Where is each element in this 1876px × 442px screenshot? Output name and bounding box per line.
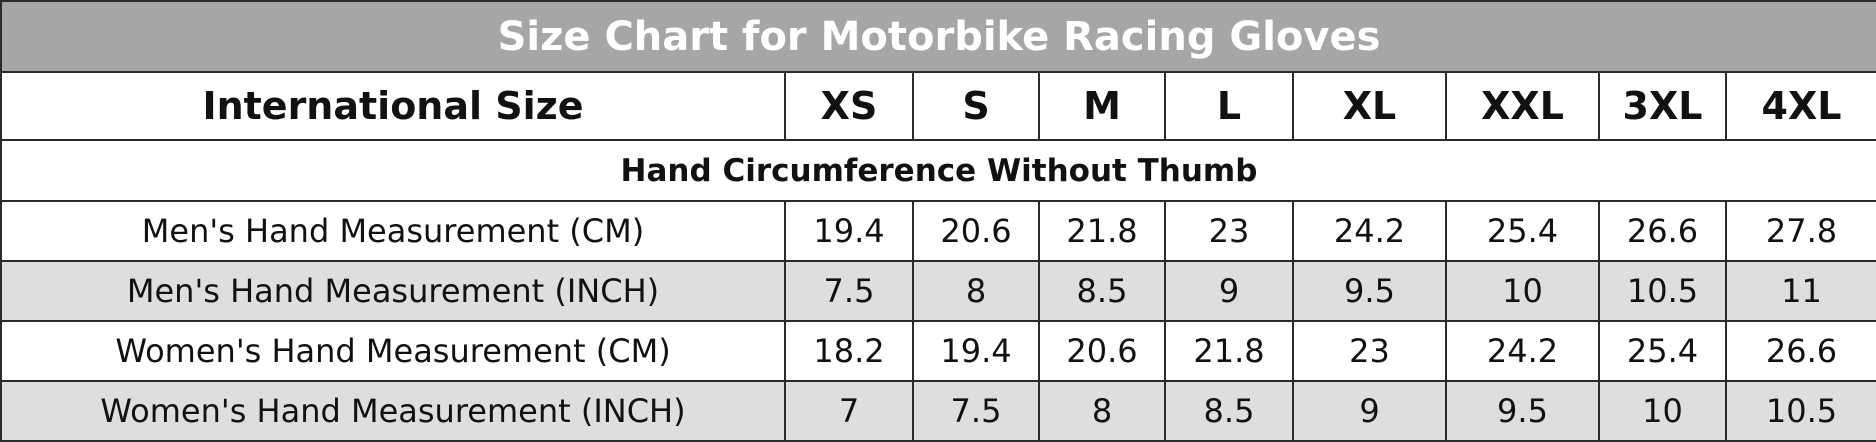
measurement-cell: 25.4	[1445, 200, 1600, 262]
size-header: 4XL	[1725, 71, 1876, 141]
measurement-cell: 8	[912, 260, 1040, 322]
measurement-cell: 24.2	[1445, 320, 1600, 382]
measurement-cell: 9	[1164, 260, 1294, 322]
section-row: Hand Circumference Without Thumb	[0, 139, 1876, 202]
size-header: M	[1038, 71, 1166, 141]
size-header: 3XL	[1598, 71, 1727, 141]
title-row: Size Chart for Motorbike Racing Gloves	[0, 0, 1876, 73]
measurement-cell: 8.5	[1038, 260, 1166, 322]
row-label: Men's Hand Measurement (INCH)	[0, 260, 786, 322]
measurement-cell: 18.2	[784, 320, 914, 382]
measurement-cell: 7.5	[912, 380, 1040, 442]
size-header: XL	[1292, 71, 1447, 141]
row-label: Men's Hand Measurement (CM)	[0, 200, 786, 262]
measurement-cell: 26.6	[1598, 200, 1727, 262]
header-label: International Size	[0, 71, 786, 141]
measurement-row: Women's Hand Measurement (CM) 18.2 19.4 20.…	[0, 320, 1876, 382]
measurement-cell: 24.2	[1292, 200, 1447, 262]
measurement-cell: 9	[1292, 380, 1447, 442]
size-header: S	[912, 71, 1040, 141]
row-label: Women's Hand Measurement (INCH)	[0, 380, 786, 442]
table-title: Size Chart for Motorbike Racing Gloves	[0, 0, 1876, 73]
measurement-cell: 23	[1292, 320, 1447, 382]
measurement-row: Men's Hand Measurement (CM) 19.4 20.6 21.8 2…	[0, 200, 1876, 262]
measurement-cell: 11	[1725, 260, 1876, 322]
measurement-cell: 27.8	[1725, 200, 1876, 262]
measurement-cell: 23	[1164, 200, 1294, 262]
measurement-cell: 10.5	[1598, 260, 1727, 322]
size-header: XS	[784, 71, 914, 141]
measurement-cell: 19.4	[784, 200, 914, 262]
size-header: XXL	[1445, 71, 1600, 141]
measurement-cell: 7.5	[784, 260, 914, 322]
measurement-cell: 21.8	[1164, 320, 1294, 382]
measurement-cell: 26.6	[1725, 320, 1876, 382]
header-row: International Size XS S M L XL XXL 3XL 4XL	[0, 71, 1876, 141]
measurement-cell: 8	[1038, 380, 1166, 442]
measurement-cell: 9.5	[1445, 380, 1600, 442]
measurement-cell: 7	[784, 380, 914, 442]
measurement-cell: 19.4	[912, 320, 1040, 382]
measurement-cell: 10.5	[1725, 380, 1876, 442]
section-label: Hand Circumference Without Thumb	[0, 139, 1876, 202]
measurement-cell: 10	[1598, 380, 1727, 442]
measurement-cell: 25.4	[1598, 320, 1727, 382]
measurement-cell: 9.5	[1292, 260, 1447, 322]
measurement-cell: 10	[1445, 260, 1600, 322]
measurement-row: Men's Hand Measurement (INCH) 7.5 8 8.5 9 9.5…	[0, 260, 1876, 322]
size-header: L	[1164, 71, 1294, 141]
measurement-cell: 8.5	[1164, 380, 1294, 442]
measurement-cell: 21.8	[1038, 200, 1166, 262]
measurement-row: Women's Hand Measurement (INCH) 7 7.5 8 8.5 9…	[0, 380, 1876, 442]
row-label: Women's Hand Measurement (CM)	[0, 320, 786, 382]
measurement-cell: 20.6	[1038, 320, 1166, 382]
measurement-cell: 20.6	[912, 200, 1040, 262]
